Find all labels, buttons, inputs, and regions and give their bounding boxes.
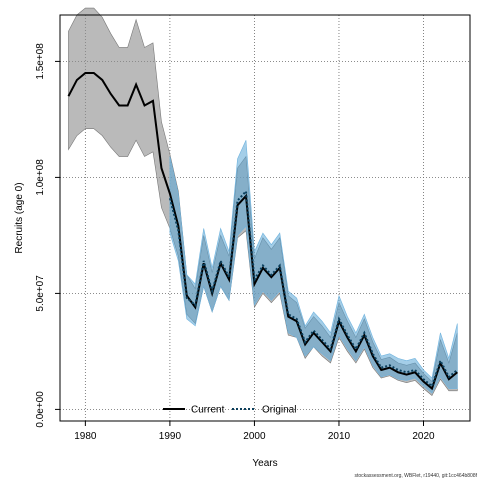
y-tick-label: 1.0e+08	[35, 159, 46, 196]
y-axis-label: Recruits (age 0)	[14, 182, 25, 253]
y-tick-label: 5.0e+07	[35, 275, 46, 312]
footnote: stockassessment.org, WBFlet, r19440, git…	[354, 473, 477, 479]
x-axis-ticks: 1980 1990 2000 2010 2020	[74, 421, 435, 442]
legend-label-original: Original	[262, 405, 296, 416]
x-tick-label: 1980	[74, 431, 97, 442]
confidence-bands	[68, 7, 458, 396]
x-tick-label: 2000	[243, 431, 266, 442]
y-axis-ticks: 0.0e+00 5.0e+07 1.0e+08 1.5e+08	[35, 43, 60, 428]
confidence-band-current	[68, 7, 458, 396]
y-tick-label: 0.0e+00	[35, 391, 46, 428]
confidence-band-original	[169, 140, 458, 394]
x-tick-label: 2010	[328, 431, 351, 442]
series-line-original	[168, 188, 458, 388]
x-tick-label: 2020	[412, 431, 435, 442]
series-line-current	[67, 72, 458, 391]
legend: Current Original	[163, 405, 296, 416]
x-axis-label: Years	[252, 458, 277, 469]
series-lines	[67, 72, 458, 391]
y-tick-label: 1.5e+08	[35, 43, 46, 80]
plot-frame	[59, 14, 471, 422]
legend-label-current: Current	[191, 405, 225, 416]
x-tick-label: 1990	[159, 431, 182, 442]
